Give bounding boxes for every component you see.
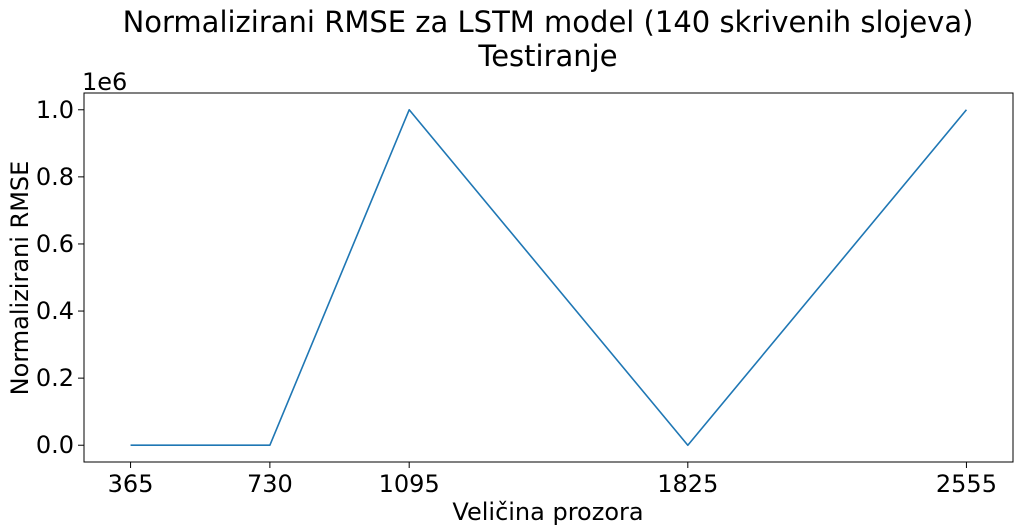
x-axis-label: Veličina prozora bbox=[452, 498, 643, 526]
chart-title-line1: Normalizirani RMSE za LSTM model (140 sk… bbox=[123, 5, 974, 39]
x-tick-label: 2555 bbox=[936, 470, 997, 498]
plot-area-frame bbox=[83, 92, 1014, 463]
x-tick-label: 1095 bbox=[379, 470, 440, 498]
y-axis-label: Normalizirani RMSE bbox=[6, 161, 34, 396]
y-tick-label: 0.4 bbox=[36, 297, 74, 325]
y-tick-label: 1.0 bbox=[36, 96, 74, 124]
series-layer bbox=[130, 108, 968, 447]
y-tick-label: 0.6 bbox=[36, 230, 74, 258]
y-tick-label: 0.0 bbox=[36, 431, 74, 459]
x-ticks: 365 730 1095 1825 2555 bbox=[108, 462, 997, 498]
y-offset-label: 1e6 bbox=[82, 68, 127, 96]
x-tick-label: 730 bbox=[247, 470, 293, 498]
chart-title-line2: Testiranje bbox=[477, 39, 617, 73]
series-line-0 bbox=[130, 108, 968, 447]
y-tick-label: 0.2 bbox=[36, 364, 74, 392]
y-tick-label: 0.8 bbox=[36, 163, 74, 191]
x-tick-label: 365 bbox=[108, 470, 154, 498]
x-tick-label: 1825 bbox=[657, 470, 718, 498]
y-ticks: 0.0 0.2 0.4 0.6 0.8 1.0 bbox=[36, 96, 84, 459]
